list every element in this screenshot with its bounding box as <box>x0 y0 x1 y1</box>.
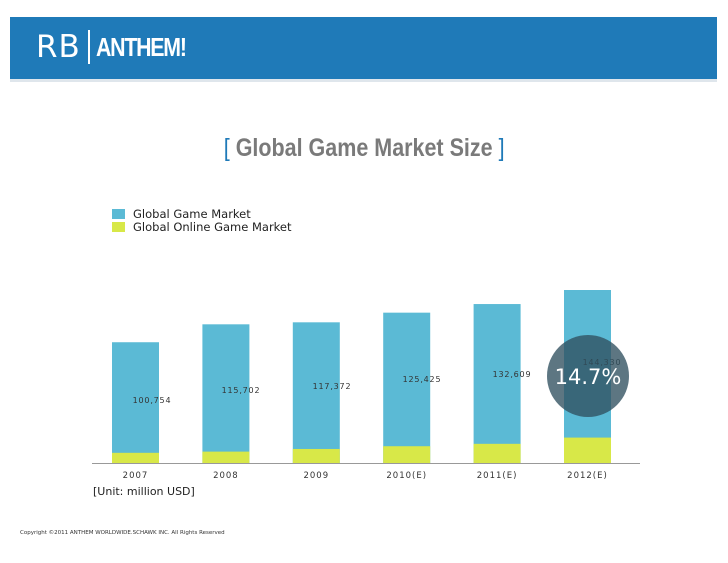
data-label-4: 132,609 <box>493 370 532 379</box>
copyright-text: Copyright ©2011 ANTHEM WORLDWIDE.SCHAWK … <box>20 530 225 536</box>
x-tick-label-1: 2008 <box>213 471 239 481</box>
x-tick-label-0: 2007 <box>123 471 149 481</box>
bar-global-4 <box>473 304 521 463</box>
logo-divider <box>87 30 90 64</box>
x-tick-label-3: 2010(E) <box>386 471 427 481</box>
bar-online-2 <box>292 448 340 463</box>
x-tick-label-5: 2012(E) <box>567 471 608 481</box>
bar-global-2 <box>292 322 340 463</box>
logo-brand-text: ANTHEM! <box>95 31 187 62</box>
title-bracket-left: [ <box>223 134 230 162</box>
bar-online-1 <box>202 451 250 463</box>
bar-global-0 <box>112 342 159 463</box>
unit-label: [Unit: million USD] <box>93 485 195 498</box>
title-text: Global Game Market Size <box>235 134 493 162</box>
brand-logo: RB ANTHEM! <box>36 27 205 67</box>
legend-item-online-game: Global Online Game Market <box>112 220 292 234</box>
bar-online-5 <box>564 437 611 463</box>
x-tick-label-4: 2011(E) <box>477 471 518 481</box>
bar-online-0 <box>112 452 159 463</box>
legend-label-online-game: Global Online Game Market <box>133 220 292 234</box>
annotation-text: 14.7% <box>555 365 622 389</box>
x-tick-label-2: 2009 <box>303 471 329 481</box>
legend-swatch-online-game <box>112 222 125 232</box>
data-label-0: 100,754 <box>133 396 172 405</box>
data-label-3: 125,425 <box>403 375 442 384</box>
bar-global-3 <box>383 312 431 463</box>
logo-rb-text: RB <box>36 29 81 65</box>
title-bracket-right: ] <box>498 134 505 162</box>
annotation-circle <box>547 335 629 417</box>
data-label-1: 115,702 <box>222 386 261 395</box>
header-shadow <box>10 79 717 82</box>
legend-item-global-game: Global Game Market <box>112 207 251 221</box>
bar-global-1 <box>202 324 250 463</box>
legend-label-global-game: Global Game Market <box>133 207 251 221</box>
chart-title: [ Global Game Market Size ] <box>51 134 677 163</box>
legend-swatch-global-game <box>112 209 125 219</box>
bar-online-4 <box>473 443 521 463</box>
header-bar <box>10 17 717 79</box>
data-label-2: 117,372 <box>313 382 352 391</box>
bar-online-3 <box>383 446 431 463</box>
